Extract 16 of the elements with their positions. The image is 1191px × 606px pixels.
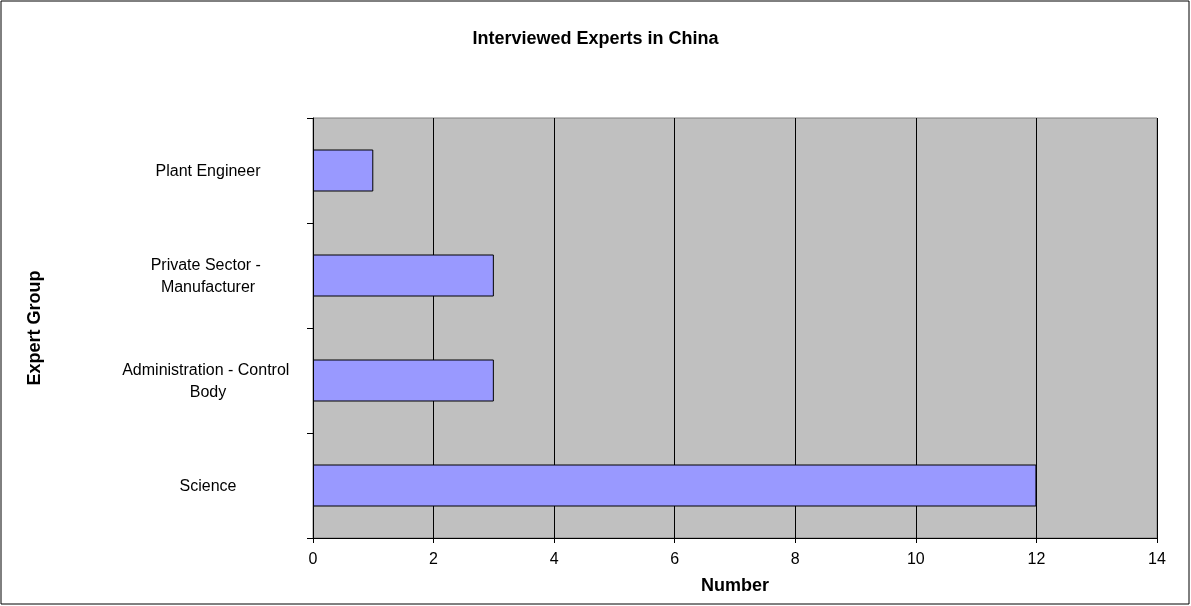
x-tick-label: 10 <box>906 549 925 567</box>
y-tick-label: Private Sector - Manufacturer <box>150 256 266 295</box>
y-axis-title: Expert Group <box>24 270 44 386</box>
x-tick-label: 8 <box>790 549 800 567</box>
x-tick-label: 0 <box>308 549 318 567</box>
y-tick-label: Science <box>179 477 237 494</box>
x-tick-label: 6 <box>670 549 680 567</box>
x-tick-label: 14 <box>1148 549 1166 567</box>
x-axis-title: Number <box>700 575 770 595</box>
x-tick-label: 2 <box>429 549 439 567</box>
bar <box>313 149 374 192</box>
y-tick-label: Administration - Control Body <box>122 361 294 400</box>
x-tick-label: 4 <box>549 549 559 567</box>
chart-title: Interviewed Experts in China <box>472 28 720 48</box>
x-tick-label: 12 <box>1027 549 1046 567</box>
y-tick-label: Plant Engineer <box>155 162 262 179</box>
